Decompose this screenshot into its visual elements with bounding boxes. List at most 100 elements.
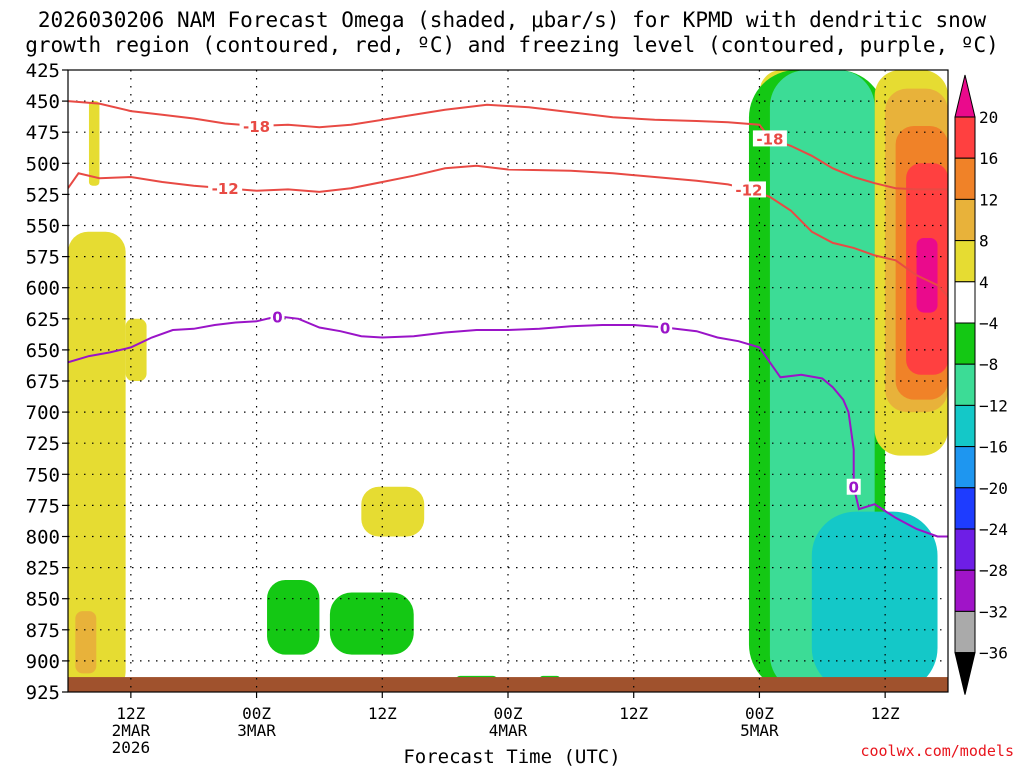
chart-title-line2: growth region (contoured, red, ºC) and f… (25, 33, 999, 57)
contour-label-bg (731, 181, 766, 198)
omega-region (75, 611, 97, 674)
colorbar-bottom-arrow (954, 652, 976, 695)
contour-label-bg (239, 117, 274, 134)
y-tick-label: 675 (26, 371, 60, 393)
y-tick-label: 625 (26, 309, 60, 331)
x-tick-label: 12Z (619, 704, 648, 723)
contour-label: -12 (735, 181, 762, 199)
contour-label-bg (208, 180, 243, 197)
x-tick-label: 12Z (368, 704, 397, 723)
contour-label: 0 (848, 479, 858, 497)
colorbar-swatch (954, 487, 976, 530)
y-tick-label: 800 (26, 527, 60, 549)
colorbar-swatch (954, 363, 976, 406)
contour-label-bg (846, 478, 861, 495)
y-tick-label: 850 (26, 589, 60, 611)
omega-region (88, 101, 100, 186)
y-tick-label: 725 (26, 433, 60, 455)
y-tick-label: 900 (26, 651, 60, 673)
omega-shading (68, 70, 948, 692)
contour-line (68, 315, 948, 538)
contour-label: 0 (660, 320, 670, 338)
colorbar-swatch (954, 569, 976, 612)
colorbar-label: −16 (979, 438, 1008, 457)
omega-region (361, 486, 425, 537)
y-tick-label: 650 (26, 340, 60, 362)
x-axis-label: Forecast Time (UTC) (403, 746, 621, 768)
x-tick-label: 12Z (116, 704, 145, 723)
y-tick-label: 750 (26, 464, 60, 486)
colorbar-label: −8 (979, 355, 998, 374)
colorbar: 20 16 12 8 4 −4 −8 −12 −16 −20 −24 −28 −32 −36 (954, 74, 1008, 695)
x-tick-label: 4MAR (489, 721, 528, 740)
y-tick-label: 925 (26, 682, 60, 704)
ground-surface (68, 677, 948, 692)
y-tick-label: 700 (26, 402, 60, 424)
colorbar-label: 8 (979, 232, 989, 251)
x-tick-label: 00Z (494, 704, 523, 723)
colorbar-swatch (954, 198, 976, 242)
colorbar-label: 16 (979, 149, 998, 168)
x-tick-label: 00Z (242, 704, 271, 723)
omega-region (68, 231, 126, 692)
x-tick-label: 2MAR (112, 721, 151, 740)
colorbar-label: −32 (979, 602, 1008, 621)
omega-region (329, 592, 414, 655)
colorbar-swatch (954, 446, 976, 489)
colorbar-swatch (954, 528, 976, 571)
omega-region (916, 237, 938, 313)
y-tick-label: 475 (26, 122, 60, 144)
colorbar-swatch (954, 322, 976, 365)
colorbar-label: −36 (979, 644, 1008, 663)
y-tick-label: 450 (26, 91, 60, 113)
y-tick-label: 525 (26, 184, 60, 206)
colorbar-label: 12 (979, 190, 998, 209)
omega-region (811, 511, 938, 692)
contour-line (68, 100, 948, 191)
contour-label: -18 (243, 118, 270, 136)
contour-label: -12 (212, 180, 239, 198)
colorbar-swatch (954, 610, 976, 654)
y-axis: 425 450 475 500 525 550 575 600 625 650 675 700 725 7… (26, 60, 68, 704)
contour-line (68, 164, 948, 298)
temperature-contours: -18 -18 -12 -12 0 0 0 (68, 100, 948, 538)
contour-label-bg (658, 319, 673, 336)
credit-text: coolwx.com/models (860, 742, 1014, 760)
y-tick-label: 775 (26, 495, 60, 517)
colorbar-swatch (954, 240, 976, 283)
colorbar-label: −4 (979, 314, 998, 333)
colorbar-label: 4 (979, 273, 989, 292)
grid-lines (68, 70, 948, 692)
colorbar-label: −28 (979, 561, 1008, 580)
colorbar-label: −24 (979, 520, 1008, 539)
contour-label: -18 (756, 130, 783, 148)
x-tick-label: 5MAR (740, 721, 779, 740)
colorbar-label: 20 (979, 108, 998, 127)
chart-title-line1: 2026030206 NAM Forecast Omega (shaded, μ… (37, 8, 987, 32)
colorbar-swatch (954, 281, 976, 324)
y-tick-label: 825 (26, 558, 60, 580)
y-tick-label: 500 (26, 153, 60, 175)
y-tick-label: 575 (26, 247, 60, 269)
omega-region (125, 318, 147, 381)
colorbar-label: −20 (979, 479, 1008, 498)
colorbar-swatch (954, 157, 976, 200)
omega-region (267, 580, 320, 655)
x-tick-label: 00Z (745, 704, 774, 723)
contour-label: 0 (272, 308, 282, 326)
y-tick-label: 425 (26, 60, 60, 82)
colorbar-top-arrow (954, 74, 976, 118)
contour-label-bg (752, 130, 787, 147)
x-tick-label: 12Z (871, 704, 900, 723)
y-tick-label: 550 (26, 216, 60, 238)
colorbar-label: −12 (979, 396, 1008, 415)
colorbar-swatch (954, 404, 976, 448)
colorbar-swatch (954, 116, 976, 159)
x-tick-label: 2026 (112, 738, 151, 757)
contour-label-bg (270, 308, 285, 325)
y-tick-label: 600 (26, 278, 60, 300)
y-tick-label: 875 (26, 620, 60, 642)
x-tick-label: 3MAR (237, 721, 276, 740)
